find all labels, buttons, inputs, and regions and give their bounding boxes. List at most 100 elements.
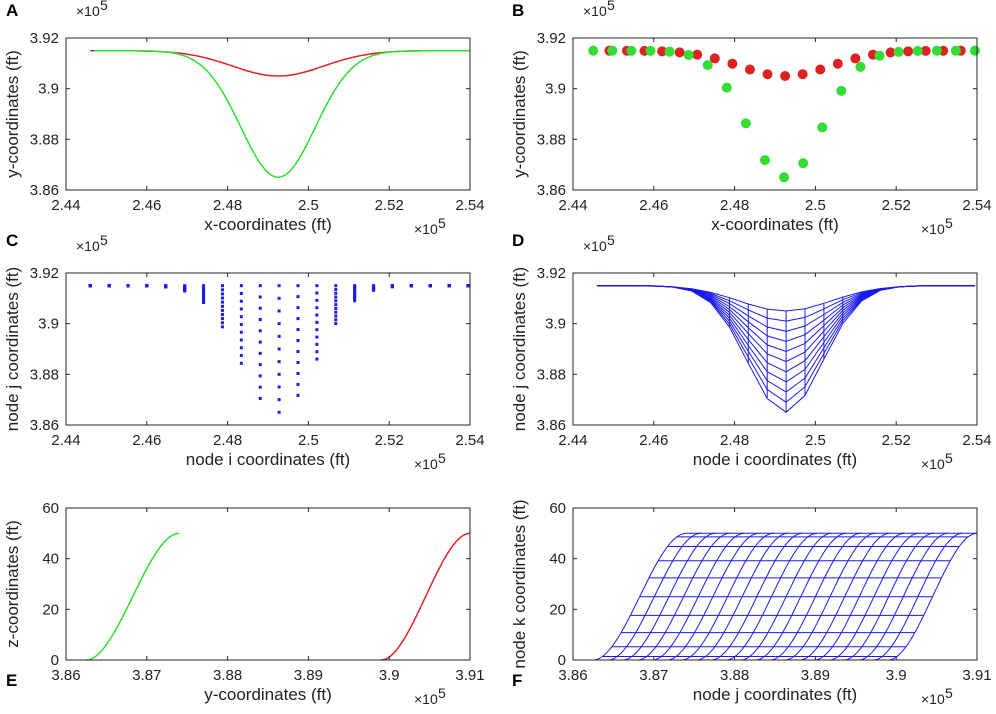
data-point-red bbox=[674, 47, 685, 58]
grid-node bbox=[258, 374, 262, 378]
plot-area bbox=[593, 532, 978, 661]
grid-node bbox=[258, 329, 262, 333]
y-tick-label: 3.9 bbox=[545, 316, 566, 333]
grid-node bbox=[220, 325, 224, 329]
grid-node bbox=[220, 308, 224, 312]
panel-letter: E bbox=[6, 671, 17, 690]
x-multiplier: ×10 bbox=[414, 221, 438, 237]
grid-node bbox=[183, 284, 187, 288]
data-point-green bbox=[645, 45, 656, 56]
grid-node bbox=[334, 314, 338, 318]
y-exponent: 5 bbox=[100, 0, 108, 13]
grid-node bbox=[334, 318, 338, 322]
grid-node bbox=[258, 306, 262, 310]
grid-node bbox=[334, 310, 338, 314]
grid-node bbox=[372, 284, 376, 288]
grid-node bbox=[107, 284, 111, 288]
data-point-green bbox=[931, 45, 942, 56]
data-point-red bbox=[744, 64, 755, 75]
x-tick-label: 2.52 bbox=[375, 432, 404, 449]
y-axis-label: node j coordinates (ft) bbox=[510, 267, 529, 431]
y-tick-label: 3.9 bbox=[38, 316, 59, 333]
grid-node bbox=[258, 396, 262, 400]
x-exponent: 5 bbox=[438, 685, 446, 701]
plot-area bbox=[588, 45, 980, 183]
x-tick-label: 2.46 bbox=[639, 197, 668, 214]
grid-node bbox=[277, 296, 281, 300]
data-point-green bbox=[779, 172, 790, 183]
x-tick-label: 2.5 bbox=[298, 432, 319, 449]
grid-node bbox=[296, 360, 300, 364]
grid-node bbox=[239, 284, 243, 288]
panel-c: C 2.44 2.46 2.48 2.5 2.52 2.54 3.86 3.88 3.9 3.92 n… bbox=[3, 231, 485, 472]
x-tick-label: 2.54 bbox=[455, 432, 484, 449]
y-axis-label: node j coordinates (ft) bbox=[3, 267, 22, 431]
x-exponent: 5 bbox=[945, 685, 953, 701]
grid-node bbox=[145, 284, 149, 288]
plot-area bbox=[88, 284, 470, 414]
panel-letter: D bbox=[512, 231, 524, 250]
y-axis-label: y-coordinates (ft) bbox=[510, 50, 529, 178]
x-axis-label: x-coordinates (ft) bbox=[711, 215, 839, 234]
grid-node bbox=[353, 294, 357, 298]
grid-node bbox=[277, 360, 281, 364]
grid-node bbox=[239, 307, 243, 311]
grid-node bbox=[296, 371, 300, 375]
data-point-green bbox=[874, 50, 885, 61]
grid-node bbox=[220, 317, 224, 321]
grid-node bbox=[220, 304, 224, 308]
x-axis-label: x-coordinates (ft) bbox=[204, 215, 332, 234]
data-point-green bbox=[683, 50, 694, 61]
x-tick-label: 2.44 bbox=[558, 197, 587, 214]
grid-node bbox=[277, 347, 281, 351]
data-point-red bbox=[850, 53, 861, 64]
grid-node bbox=[447, 284, 451, 288]
y-tick-label: 0 bbox=[558, 652, 566, 669]
data-point-green bbox=[912, 45, 923, 56]
data-point-green bbox=[607, 45, 618, 56]
grid-node bbox=[315, 320, 319, 324]
panel-letter: A bbox=[6, 1, 18, 20]
plot-area bbox=[86, 532, 471, 661]
x-tick-label: 2.5 bbox=[298, 197, 319, 214]
x-tick-label: 2.52 bbox=[375, 197, 404, 214]
x-exponent: 5 bbox=[945, 215, 953, 231]
grid-node bbox=[239, 338, 243, 342]
y-tick-label: 3.92 bbox=[537, 265, 566, 282]
grid-node bbox=[353, 285, 357, 289]
grid-node bbox=[202, 287, 206, 291]
y-exponent: 5 bbox=[100, 232, 108, 248]
grid-node bbox=[202, 301, 206, 305]
grid-node bbox=[296, 328, 300, 332]
data-point-red bbox=[692, 49, 703, 60]
panel-b: B 2.44 2.46 2.48 2.5 2.52 2.54 3.86 3.88 3.9 3.92 x… bbox=[510, 0, 992, 237]
y-tick-label: 3.88 bbox=[537, 131, 566, 148]
x-tick-label: 2.48 bbox=[213, 197, 242, 214]
y-tick-label: 3.88 bbox=[537, 366, 566, 383]
grid-node bbox=[239, 361, 243, 365]
y-tick-label: 60 bbox=[42, 500, 59, 517]
x-tick-label: 3.9 bbox=[886, 667, 907, 684]
grid-node bbox=[202, 295, 206, 299]
y-axis-label: y-coordinates (ft) bbox=[3, 50, 22, 178]
grid-node bbox=[296, 295, 300, 299]
x-tick-label: 2.44 bbox=[558, 432, 587, 449]
y-exponent: 5 bbox=[607, 0, 615, 13]
grid-node bbox=[277, 334, 281, 338]
y-tick-label: 3.86 bbox=[537, 182, 566, 199]
x-multiplier: ×10 bbox=[414, 691, 438, 707]
grid-node bbox=[296, 393, 300, 397]
grid-node bbox=[277, 322, 281, 326]
y-tick-label: 3.9 bbox=[38, 81, 59, 98]
grid-node bbox=[466, 284, 470, 288]
grid-node bbox=[353, 299, 357, 303]
grid-node bbox=[315, 335, 319, 339]
y-axis-label: z-coordinates (ft) bbox=[3, 520, 22, 648]
grid-node bbox=[277, 398, 281, 402]
panel-letter: C bbox=[6, 231, 18, 250]
y-tick-label: 40 bbox=[549, 551, 566, 568]
grid-node bbox=[315, 298, 319, 302]
grid-node bbox=[277, 309, 281, 313]
grid-node bbox=[296, 382, 300, 386]
